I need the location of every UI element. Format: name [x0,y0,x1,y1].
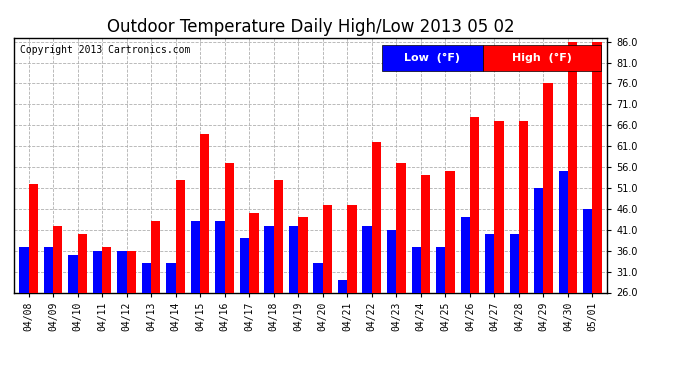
FancyBboxPatch shape [382,45,482,70]
Bar [126,251,136,292]
Text: Copyright 2013 Cartronics.com: Copyright 2013 Cartronics.com [20,45,190,55]
Bar [470,117,479,292]
FancyBboxPatch shape [482,45,601,70]
Bar [298,217,308,292]
Bar [68,255,77,292]
Bar [191,221,200,292]
Bar [274,180,283,292]
Bar [249,213,259,292]
Bar [28,184,38,292]
Bar [92,251,102,292]
Bar [593,42,602,292]
Bar [495,121,504,292]
Title: Outdoor Temperature Daily High/Low 2013 05 02: Outdoor Temperature Daily High/Low 2013 … [107,18,514,36]
Bar [323,205,332,292]
Bar [102,246,111,292]
Bar [215,221,225,292]
Bar [77,234,87,292]
Bar [19,246,28,292]
Bar [396,163,406,292]
Bar [142,263,151,292]
Bar [264,226,274,292]
Bar [313,263,323,292]
Bar [510,234,519,292]
Bar [225,163,234,292]
Bar [176,180,185,292]
Bar [445,171,455,292]
Bar [460,217,470,292]
Bar [362,226,372,292]
Bar [544,84,553,292]
Bar [583,209,593,292]
Bar [421,176,430,292]
Bar [411,246,421,292]
Bar [534,188,544,292]
Bar [240,238,249,292]
Bar [117,251,126,292]
Bar [485,234,495,292]
Bar [372,142,381,292]
Bar [43,246,53,292]
Bar [519,121,529,292]
Bar [568,42,578,292]
Bar [151,221,161,292]
Text: High  (°F): High (°F) [512,53,572,63]
Bar [166,263,176,292]
Text: Low  (°F): Low (°F) [404,53,460,63]
Bar [289,226,298,292]
Bar [347,205,357,292]
Bar [200,134,210,292]
Bar [387,230,396,292]
Bar [559,171,568,292]
Bar [53,226,62,292]
Bar [338,280,347,292]
Bar [436,246,445,292]
